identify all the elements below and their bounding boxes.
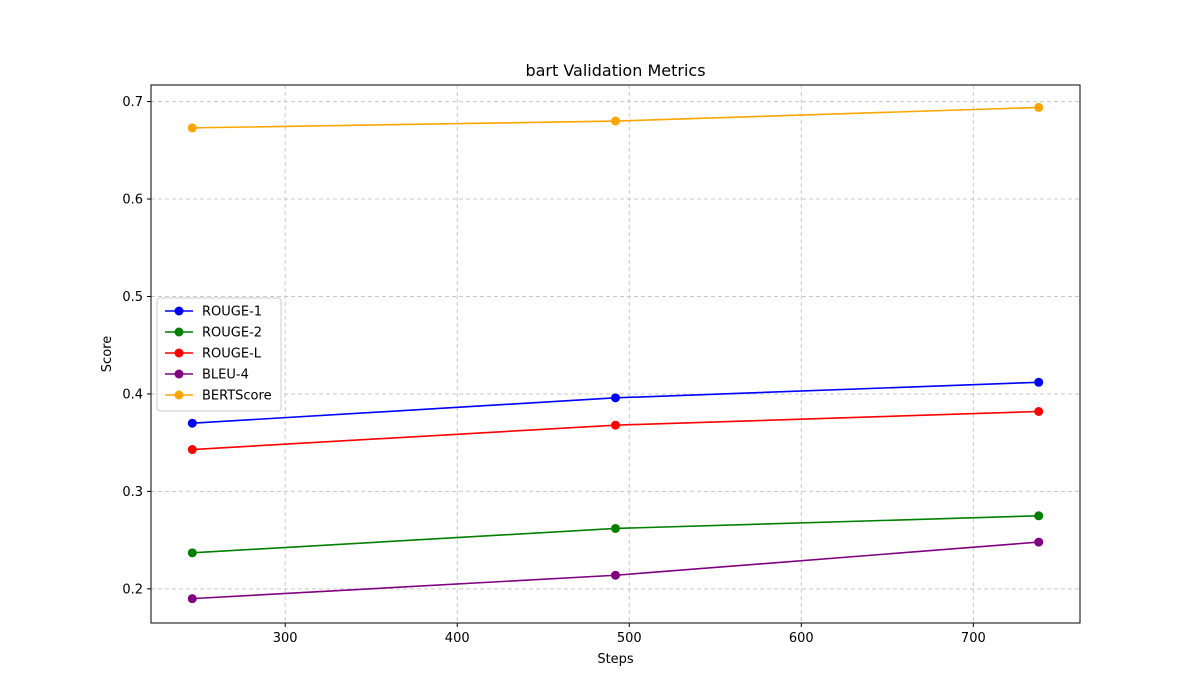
y-tick-label: 0.2 (122, 582, 143, 597)
x-tick-label: 400 (445, 631, 470, 646)
plot-frame (150, 84, 1081, 624)
legend-marker (174, 306, 184, 316)
series-lines (187, 102, 1044, 604)
y-tick-label: 0.4 (122, 387, 143, 402)
y-axis-label: Score (100, 336, 115, 372)
legend-box (156, 297, 282, 412)
data-point-bertscore (611, 116, 620, 126)
data-point-rouge-2 (1034, 511, 1044, 521)
y-tick-label: 0.5 (122, 290, 143, 305)
legend-marker (174, 348, 184, 358)
legend-marker (174, 327, 184, 337)
x-tick-label: 500 (617, 631, 642, 646)
y-tick-label: 0.7 (122, 95, 143, 110)
y-tick-label: 0.3 (122, 485, 143, 500)
data-point-rouge-1 (187, 418, 197, 428)
x-tick-label: 600 (789, 631, 814, 646)
legend-label: ROUGE-1 (202, 305, 262, 320)
data-point-bertscore (1034, 102, 1044, 112)
legend: ROUGE-1 ROUGE-2 ROUGE-L BLEU-4 BERTScore (156, 297, 282, 412)
axis-ticks: 300 400 500 600 700 0.2 0.3 0.4 0.5 0.6 0.7 (122, 95, 985, 646)
data-point-bleu-4 (187, 594, 197, 604)
legend-label: BERTScore (202, 389, 272, 404)
legend-marker (174, 369, 184, 379)
legend-label: ROUGE-L (202, 347, 262, 362)
x-tick-label: 300 (273, 631, 298, 646)
grid-lines (151, 85, 1080, 623)
data-point-rouge-2 (187, 548, 197, 558)
x-axis-label: Steps (597, 652, 634, 667)
legend-marker (174, 390, 184, 400)
legend-label: BLEU-4 (202, 368, 249, 383)
data-point-rouge-l (1034, 407, 1044, 417)
data-point-bleu-4 (611, 570, 620, 580)
data-point-bertscore (187, 123, 197, 133)
x-tick-label: 700 (961, 631, 986, 646)
data-point-rouge-1 (611, 393, 620, 403)
data-point-bleu-4 (1034, 537, 1044, 547)
data-point-rouge-1 (1034, 377, 1044, 387)
data-point-rouge-l (611, 420, 620, 430)
chart-title: bart Validation Metrics (525, 61, 705, 80)
y-tick-label: 0.6 (122, 193, 143, 208)
data-point-rouge-2 (611, 523, 620, 533)
data-point-rouge-l (187, 445, 197, 455)
legend-label: ROUGE-2 (202, 326, 262, 341)
